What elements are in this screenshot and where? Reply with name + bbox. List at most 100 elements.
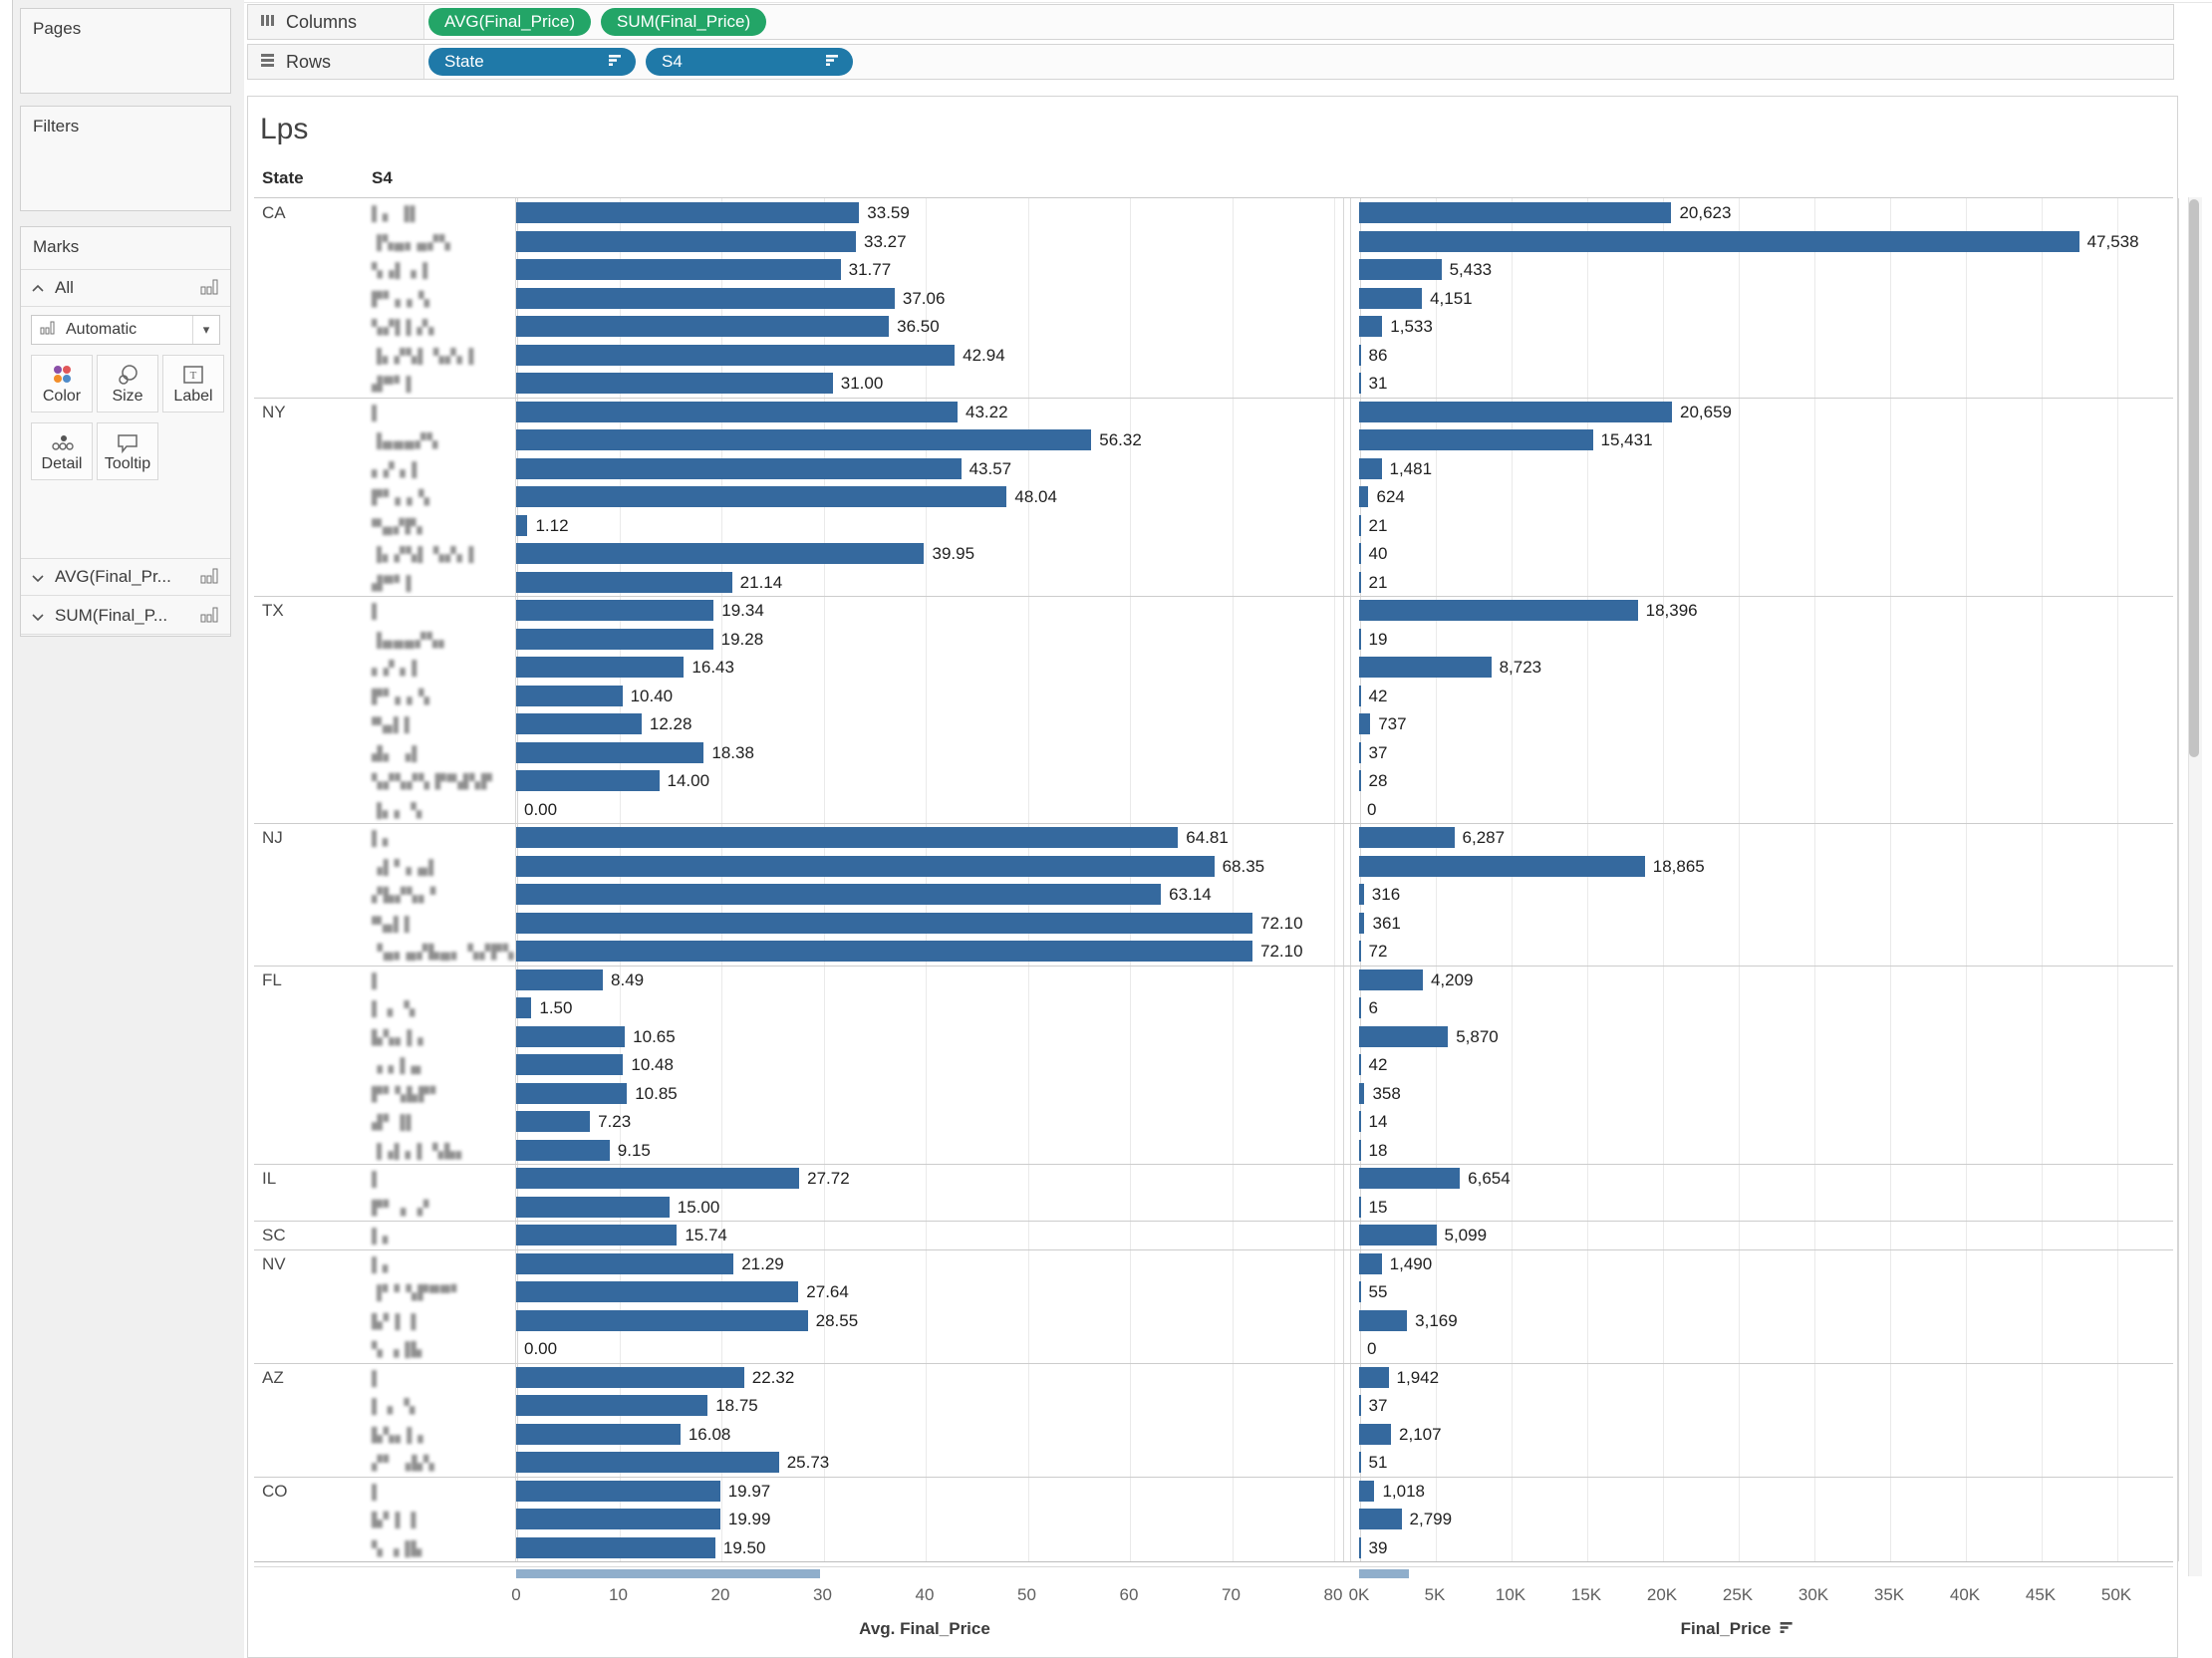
state-row-header[interactable]: NY <box>262 402 286 421</box>
avg-final-price-bar[interactable] <box>516 685 623 706</box>
marks-layer-sum[interactable]: SUM(Final_P... <box>21 598 230 635</box>
sum-final-price-bar[interactable] <box>1359 1252 1382 1274</box>
avg-final-price-bar[interactable] <box>516 1168 800 1189</box>
s4-row-header-redacted[interactable]: ▟▀▘▌ <box>372 376 417 392</box>
avg-final-price-bar[interactable] <box>516 1281 799 1302</box>
axis-title-avg-final-price[interactable]: Avg. Final_Price <box>859 1619 990 1638</box>
s4-row-header-redacted[interactable]: ▌ <box>372 1369 383 1386</box>
avg-final-price-bar[interactable] <box>516 628 713 650</box>
s4-row-header-redacted[interactable]: ▌ <box>372 1171 383 1187</box>
avg-final-price-bar[interactable] <box>516 1111 591 1132</box>
avg-final-price-bar[interactable] <box>516 1509 720 1529</box>
avg-final-price-bar[interactable] <box>516 316 890 337</box>
s4-row-header-redacted[interactable]: ▟▖ ▗▌ <box>372 744 423 761</box>
marks-layer-avg[interactable]: AVG(Final_Pr... <box>21 558 230 596</box>
sum-final-price-bar[interactable] <box>1359 486 1369 507</box>
mark-type-dropdown[interactable]: Automatic ▾ <box>31 315 220 345</box>
avg-final-price-bar[interactable] <box>516 1366 744 1388</box>
sum-final-price-bar[interactable] <box>1359 1536 1361 1558</box>
avg-final-price-bar[interactable] <box>516 287 895 309</box>
s4-row-header-redacted[interactable]: ▐▚▄▖▄▞▚ <box>372 233 451 250</box>
s4-row-header-redacted[interactable]: ▌▖ ▐▌ <box>372 205 421 221</box>
s4-row-header-redacted[interactable]: ▞▙▞▚▖▘ <box>372 887 442 903</box>
avg-final-price-bar[interactable] <box>516 1252 734 1274</box>
s4-row-header-redacted[interactable]: ▛▘▗ ▗▘ <box>372 1199 435 1216</box>
avg-final-price-bar[interactable] <box>516 941 1253 962</box>
avg-final-price-bar[interactable] <box>516 1423 681 1445</box>
s4-row-header-redacted[interactable]: ▛▘▚▙▛▘ <box>372 1085 442 1102</box>
avg-final-price-bar[interactable] <box>516 1139 610 1161</box>
s4-row-header-redacted[interactable]: ▝▄▖▄▞▙▄▖ ▚▞▛▚ <box>372 944 515 960</box>
sum-final-price-bar[interactable] <box>1359 1082 1365 1104</box>
s4-row-header-redacted[interactable]: ▐▄▄▄▞▚ <box>372 432 439 448</box>
color-button[interactable]: Color <box>31 355 93 413</box>
label-button[interactable]: T Label <box>162 355 224 413</box>
sum-final-price-bar[interactable] <box>1359 457 1382 479</box>
state-row-header[interactable]: IL <box>262 1169 277 1188</box>
avg-final-price-bar[interactable] <box>516 968 604 990</box>
avg-final-price-bar[interactable] <box>516 429 1092 450</box>
avg-final-price-bar[interactable] <box>516 514 528 536</box>
s4-row-header-redacted[interactable]: ▟▘▐▌ <box>372 1114 417 1130</box>
s4-row-header-redacted[interactable]: ▗▌▘▖▄▌ <box>372 858 440 875</box>
s4-row-header-redacted[interactable]: ▚▞▌▌▞▖ <box>372 319 440 335</box>
s4-row-header-redacted[interactable]: ▌ ▖ ▚ <box>372 1000 416 1016</box>
sum-final-price-bar[interactable] <box>1359 1168 1461 1189</box>
avg-final-price-bar[interactable] <box>516 884 1162 905</box>
avg-final-price-bar[interactable] <box>516 486 1007 507</box>
s4-row-header-redacted[interactable]: ▗ ▖▌▄ <box>372 1057 422 1073</box>
sum-final-price-bar[interactable] <box>1359 1225 1437 1245</box>
s4-row-header-redacted[interactable]: ▐▘▘▚▛▀▀▘ <box>372 1284 463 1300</box>
sum-final-price-bar[interactable] <box>1359 514 1361 536</box>
avg-final-price-bar[interactable] <box>516 571 732 593</box>
column-header-s4[interactable]: S4 <box>372 168 393 187</box>
s4-row-header-redacted[interactable]: ▛▘▖▖▚ <box>372 489 430 505</box>
s4-row-header-redacted[interactable]: ▀▄▞▛▖ <box>372 517 429 534</box>
avg-final-price-bar[interactable] <box>516 1082 628 1104</box>
sum-final-price-bar[interactable] <box>1359 827 1455 848</box>
state-row-header[interactable]: AZ <box>262 1367 284 1387</box>
dimension-pill-s4[interactable]: S4 <box>646 48 853 76</box>
s4-row-header-redacted[interactable]: ▙▚▖▌▖ <box>372 1426 429 1443</box>
avg-final-price-bar[interactable] <box>516 741 704 763</box>
measure-pill-avg-final-price-[interactable]: AVG(Final_Price) <box>428 8 591 36</box>
sum-final-price-bar[interactable] <box>1359 571 1361 593</box>
axis-pane-avg-final-price[interactable] <box>515 198 1344 1561</box>
state-row-header[interactable]: CA <box>262 203 286 222</box>
sum-final-price-bar[interactable] <box>1359 1196 1361 1218</box>
state-row-header[interactable]: NJ <box>262 828 283 847</box>
s4-row-header-redacted[interactable]: ▀▄▌▌ <box>372 915 415 932</box>
columns-shelf[interactable]: Columns AVG(Final_Price) SUM(Final_Price) <box>247 4 2174 40</box>
s4-row-header-redacted[interactable]: ▙▘▌ ▌ <box>372 1512 422 1527</box>
measure-pill-sum-final-price-[interactable]: SUM(Final_Price) <box>601 8 767 36</box>
sum-final-price-bar[interactable] <box>1359 1366 1389 1388</box>
s4-row-header-redacted[interactable]: ▞▘ ▗▙▚ <box>372 1455 435 1471</box>
avg-final-price-bar[interactable] <box>516 1054 624 1075</box>
vertical-scrollbar-thumb[interactable] <box>2189 199 2199 757</box>
sum-final-price-bar[interactable] <box>1359 968 1423 990</box>
avg-final-price-bar[interactable] <box>516 600 714 621</box>
avg-final-price-bar[interactable] <box>516 1025 626 1047</box>
s4-row-header-redacted[interactable]: ▛▘▖▖▚ <box>372 688 430 704</box>
sum-final-price-bar[interactable] <box>1359 1509 1402 1529</box>
s4-row-header-redacted[interactable]: ▌▖ <box>372 1228 395 1244</box>
avg-final-price-bar[interactable] <box>516 543 925 564</box>
s4-row-header-redacted[interactable]: ▀▄▌▌ <box>372 716 415 732</box>
size-button[interactable]: Size <box>97 355 158 413</box>
dimension-pill-state[interactable]: State <box>428 48 636 76</box>
sort-descending-icon[interactable] <box>608 52 624 72</box>
avg-final-price-bar[interactable] <box>516 259 841 280</box>
s4-row-header-redacted[interactable]: ▌ ▖ ▚ <box>372 1398 416 1414</box>
s4-row-header-redacted[interactable]: ▐▖▞▚▌ ▚▞▖▌ <box>372 347 480 364</box>
avg-final-price-bar[interactable] <box>516 230 857 252</box>
s4-row-header-redacted[interactable]: ▚ ▗▐▙ <box>372 1539 423 1556</box>
avg-final-price-bar[interactable] <box>516 855 1215 877</box>
state-row-header[interactable]: SC <box>262 1226 286 1244</box>
sum-final-price-bar[interactable] <box>1359 1025 1449 1047</box>
sum-final-price-bar[interactable] <box>1359 770 1361 791</box>
state-row-header[interactable]: TX <box>262 601 284 620</box>
avg-final-price-bar[interactable] <box>516 1452 779 1473</box>
sum-final-price-bar[interactable] <box>1359 997 1361 1018</box>
sum-final-price-bar[interactable] <box>1359 1423 1392 1445</box>
s4-row-header-redacted[interactable]: ▖▞ ▖▌ <box>372 660 423 676</box>
